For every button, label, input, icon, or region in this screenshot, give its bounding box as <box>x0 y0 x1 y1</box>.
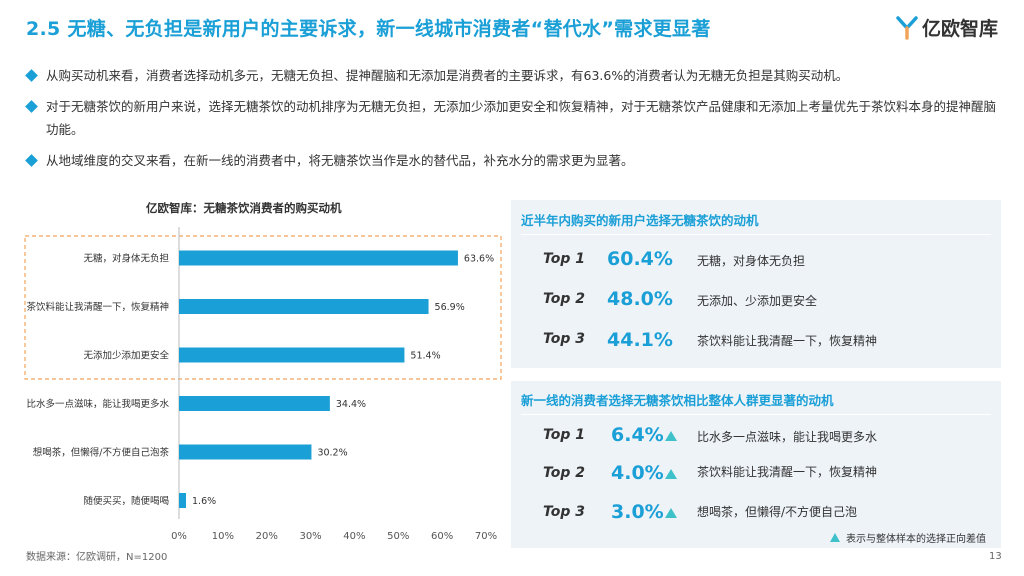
rank-label: Top 3 <box>543 331 585 347</box>
page-title: 2.5 无糖、无负担是新用户的主要诉求，新一线城市消费者“替代水”需求更显著 <box>26 18 711 40</box>
bullet-text: 对于无糖茶饮的新用户来说，选择无糖茶饮的动机排序为无糖无负担，无添加少添加更安全… <box>46 99 997 137</box>
data-label: 30.2% <box>317 448 347 459</box>
rank-reason: 无添加、少添加更安全 <box>697 294 818 308</box>
rank-reason: 茶饮料能让我清醒一下，恢复精神 <box>697 334 878 348</box>
bullet-item: 对于无糖茶饮的新用户来说，选择无糖茶饮的动机排序为无糖无负担，无添加少添加更安全… <box>24 95 1004 141</box>
rank-value: 44.1% <box>607 329 673 351</box>
x-tick-label: 20% <box>256 531 278 542</box>
page-number: 13 <box>989 551 1002 562</box>
bar <box>179 250 458 266</box>
chart-title: 亿欧智库：无糖茶饮消费者的购买动机 <box>146 201 342 215</box>
rank-value: 6.4% <box>611 424 664 446</box>
category-label: 比水多一点滋味，能让我喝更多水 <box>26 398 169 410</box>
bar <box>179 396 330 411</box>
category-label: 无糖，对身体无负担 <box>83 253 169 265</box>
rank-reason: 比水多一点滋味，能让我喝更多水 <box>697 430 878 444</box>
data-label: 34.4% <box>336 399 366 410</box>
rank-value: 3.0% <box>611 501 664 523</box>
increase-triangle-icon <box>665 431 677 441</box>
x-tick-label: 0% <box>171 531 187 542</box>
diamond-bullet-icon <box>25 100 38 113</box>
bar <box>179 493 187 508</box>
legend-text: 表示与整体样本的选择正向差值 <box>846 534 986 545</box>
rank-value: 60.4% <box>607 248 673 270</box>
rank-label: Top 1 <box>543 251 585 267</box>
brand-logo: 亿欧智库 <box>896 14 998 41</box>
category-label: 随便买买，随便喝喝 <box>83 495 169 507</box>
panel-divider <box>521 414 991 415</box>
rank-reason: 想喝茶，但懒得/不方便自己泡 <box>697 505 858 519</box>
increase-triangle-icon <box>665 469 677 479</box>
new-user-motivation-panel: 近半年内购买的新用户选择无糖茶饮的动机 Top 1 60.4% 无糖，对身体无负… <box>511 200 1001 368</box>
x-tick-label: 30% <box>299 531 321 542</box>
rank-label: Top 1 <box>543 427 585 443</box>
category-label: 无添加少添加更安全 <box>83 350 169 362</box>
x-tick-label: 60% <box>431 531 453 542</box>
rank-reason: 茶饮料能让我清醒一下，恢复精神 <box>697 465 878 479</box>
increase-triangle-icon <box>830 533 840 542</box>
diamond-bullet-icon <box>25 69 38 82</box>
rank-value: 48.0% <box>607 288 673 310</box>
data-label: 51.4% <box>410 351 440 362</box>
rank-value: 4.0% <box>611 462 664 484</box>
diamond-bullet-icon <box>25 154 38 167</box>
rank-label: Top 3 <box>543 504 585 520</box>
bar <box>179 347 405 363</box>
new-tier1-city-panel: 新一线的消费者选择无糖茶饮相比整体人群更显著的动机 Top 1 6.4% 比水多… <box>511 381 1001 548</box>
bullet-item: 从地域维度的交叉来看，在新一线的消费者中，将无糖茶饮当作是水的替代品，补充水分的… <box>24 149 1004 172</box>
panel-title: 近半年内购买的新用户选择无糖茶饮的动机 <box>521 213 759 228</box>
bullet-item: 从购买动机来看，消费者选择动机多元，无糖无负担、提神醒脑和无添加是消费者的主要诉… <box>24 64 1004 87</box>
rank-label: Top 2 <box>543 291 585 307</box>
highlight-box <box>24 235 502 380</box>
data-source: 数据来源：亿欧调研，N=1200 <box>26 552 168 563</box>
x-tick-label: 50% <box>387 531 409 542</box>
panel-divider <box>521 234 991 235</box>
bar <box>179 299 429 314</box>
rank-reason: 无糖，对身体无负担 <box>697 254 806 268</box>
bullet-list: 从购买动机来看，消费者选择动机多元，无糖无负担、提神醒脑和无添加是消费者的主要诉… <box>24 64 1004 180</box>
data-label: 56.9% <box>435 302 465 313</box>
category-label: 茶饮料能让我清醒一下，恢复精神 <box>26 301 169 313</box>
chart-legend: 表示与整体样本的选择正向差值 <box>830 530 986 545</box>
rank-label: Top 2 <box>543 465 585 481</box>
bar-chart: 无糖，对身体无负担 63.6% 茶饮料能让我清醒一下，恢复精神 56.9% 无添加少添加… <box>24 227 502 542</box>
bar <box>179 444 312 460</box>
x-tick-label: 10% <box>212 531 234 542</box>
logo-text: 亿欧智库 <box>922 18 999 40</box>
x-tick-label: 70% <box>475 531 497 542</box>
logo-icon <box>896 15 918 40</box>
bullet-text: 从购买动机来看，消费者选择动机多元，无糖无负担、提神醒脑和无添加是消费者的主要诉… <box>46 68 849 83</box>
increase-triangle-icon <box>665 508 677 518</box>
panel-title: 新一线的消费者选择无糖茶饮相比整体人群更显著的动机 <box>521 393 834 408</box>
bullet-text: 从地域维度的交叉来看，在新一线的消费者中，将无糖茶饮当作是水的替代品，补充水分的… <box>46 153 634 168</box>
data-label: 63.6% <box>464 254 494 265</box>
x-tick-label: 40% <box>343 531 365 542</box>
data-label: 1.6% <box>192 496 216 507</box>
category-label: 想喝茶，但懒得/不方便自己泡茶 <box>33 447 170 459</box>
